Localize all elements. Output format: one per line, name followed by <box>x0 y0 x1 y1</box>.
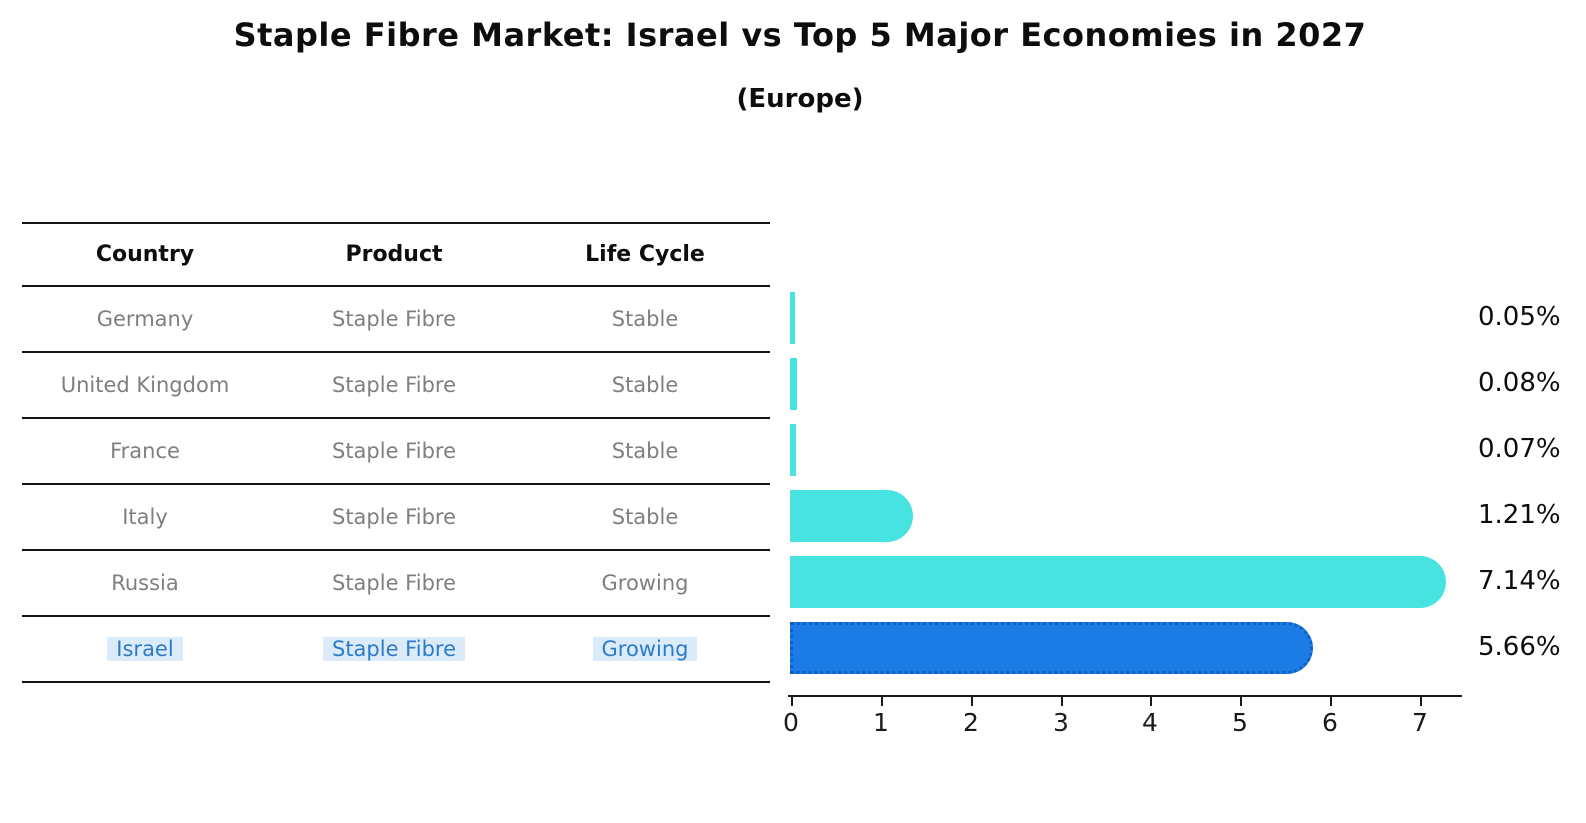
table-row-germany: Germany Staple Fibre Stable <box>22 285 770 351</box>
x-axis-tick-label: 7 <box>1412 708 1428 737</box>
table-cell-product: Staple Fibre <box>268 439 520 463</box>
table-header-cell: Country <box>95 242 195 267</box>
table-cell-product: Staple Fibre <box>268 307 520 331</box>
bar-russia <box>790 556 1446 608</box>
table-cell-text: Germany <box>96 307 194 331</box>
table-cell-text: Staple Fibre <box>322 637 465 661</box>
table-cell-text: United Kingdom <box>60 373 230 397</box>
x-axis-tick <box>1420 697 1422 706</box>
table-row-israel: Israel Staple Fibre Growing <box>22 615 770 681</box>
table-cell-text: Staple Fibre <box>331 505 456 529</box>
x-axis-tick-label: 1 <box>873 708 889 737</box>
x-axis-tick <box>881 697 883 706</box>
table-cell-product: Staple Fibre <box>268 373 520 397</box>
table-cell-text: Stable <box>611 373 679 397</box>
bar-value-label: 5.66% <box>1478 632 1561 662</box>
table-cell-text: Staple Fibre <box>331 439 456 463</box>
x-axis-tick-label: 2 <box>963 708 979 737</box>
table-cell-text: France <box>110 439 180 463</box>
table-cell-life-cycle: Stable <box>520 307 770 331</box>
table-cell-text: Growing <box>601 571 689 595</box>
bar-italy <box>790 490 913 542</box>
table-cell-life-cycle: Stable <box>520 439 770 463</box>
table-cell-text: Stable <box>611 307 679 331</box>
table-cell-country: Russia <box>22 571 268 595</box>
country-info-table: Country Product Life Cycle Germany Staple F… <box>22 222 770 683</box>
bar-value-label: 7.14% <box>1478 566 1561 596</box>
bar-germany <box>790 292 795 344</box>
table-cell-country: Germany <box>22 307 268 331</box>
bar-france <box>790 424 796 476</box>
table-cell-country: Italy <box>22 505 268 529</box>
table-cell-text: Stable <box>611 439 679 463</box>
table-cell-text: Stable <box>611 505 679 529</box>
table-header-cell: Life Cycle <box>585 242 705 267</box>
table-cell-life-cycle: Stable <box>520 505 770 529</box>
table-cell-country: Israel <box>22 637 268 661</box>
table-row-france: France Staple Fibre Stable <box>22 417 770 483</box>
x-axis-line <box>788 695 1462 697</box>
table-cell-life-cycle: Growing <box>520 637 770 661</box>
table-cell-text: Growing <box>592 637 698 661</box>
x-axis-tick <box>791 697 793 706</box>
bar-value-label: 0.05% <box>1478 302 1561 332</box>
chart-subtitle: (Europe) <box>736 84 864 114</box>
table-cell-text: Israel <box>107 637 183 661</box>
chart-title: Staple Fibre Market: Israel vs Top 5 Maj… <box>233 16 1367 54</box>
bar-value-label: 0.07% <box>1478 434 1561 464</box>
x-axis-tick-label: 5 <box>1232 708 1248 737</box>
bar-value-label: 0.08% <box>1478 368 1561 398</box>
table-row-italy: Italy Staple Fibre Stable <box>22 483 770 549</box>
table-row-united-kingdom: United Kingdom Staple Fibre Stable <box>22 351 770 417</box>
bar-value-label: 1.21% <box>1478 500 1561 530</box>
table-cell-country: France <box>22 439 268 463</box>
table-cell-country: United Kingdom <box>22 373 268 397</box>
table-cell-text: Russia <box>111 571 179 595</box>
table-cell-text: Staple Fibre <box>331 307 456 331</box>
table-cell-life-cycle: Stable <box>520 373 770 397</box>
table-cell-life-cycle: Growing <box>520 571 770 595</box>
table-cell-text: Italy <box>122 505 168 529</box>
table-header-row: Country Product Life Cycle <box>22 222 770 285</box>
x-axis-tick <box>971 697 973 706</box>
x-axis-tick-label: 4 <box>1142 708 1158 737</box>
x-axis-tick <box>1061 697 1063 706</box>
x-axis-tick-label: 3 <box>1053 708 1069 737</box>
table-header-cell: Product <box>345 242 443 267</box>
table-cell-product: Staple Fibre <box>268 505 520 529</box>
bar-united-kingdom <box>790 358 797 410</box>
x-axis-tick-label: 0 <box>783 708 799 737</box>
bar-israel <box>790 622 1313 674</box>
table-row-russia: Russia Staple Fibre Growing <box>22 549 770 615</box>
x-axis-tick <box>1240 697 1242 706</box>
table-cell-text: Staple Fibre <box>331 571 456 595</box>
x-axis-tick <box>1150 697 1152 706</box>
x-axis-tick-label: 6 <box>1322 708 1338 737</box>
table-cell-product: Staple Fibre <box>268 571 520 595</box>
table-cell-text: Staple Fibre <box>331 373 456 397</box>
table-cell-product: Staple Fibre <box>268 637 520 661</box>
x-axis-tick <box>1330 697 1332 706</box>
